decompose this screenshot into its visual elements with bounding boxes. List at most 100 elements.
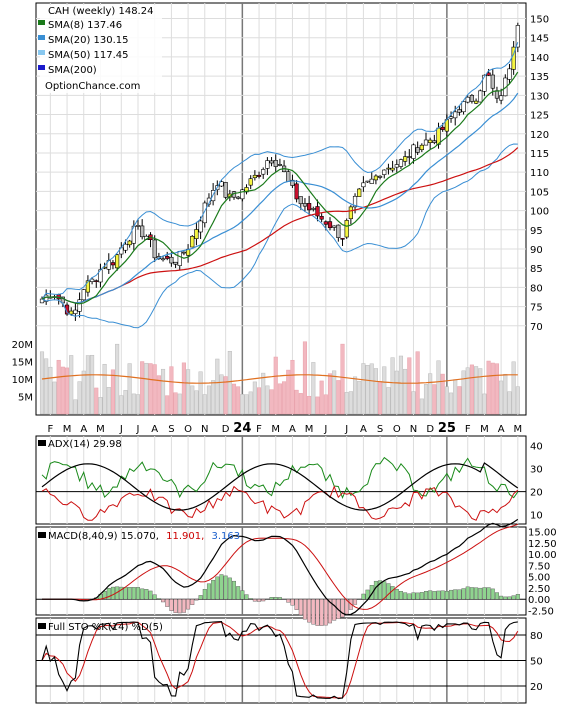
macd-histogram-bar — [328, 599, 333, 624]
macd-histogram-bar — [173, 599, 178, 613]
macd-tick-label: 15.00 — [528, 528, 557, 539]
volume-bar — [106, 387, 111, 415]
volume-bar — [265, 385, 270, 415]
candle-body — [507, 68, 512, 80]
legend-swatch-sma50 — [38, 50, 45, 55]
price-tick-label: 70 — [530, 322, 543, 333]
candle-body — [89, 278, 95, 282]
candle-body — [390, 167, 395, 171]
price-tick-label: 145 — [530, 34, 549, 45]
volume-bar — [190, 385, 195, 415]
macd-histogram-bar — [231, 580, 236, 600]
adx-label-swatch — [38, 440, 46, 446]
macd-histogram-bar — [215, 576, 220, 600]
macd-histogram-bar — [461, 588, 466, 600]
candle-body — [340, 237, 345, 240]
candle-body — [236, 196, 241, 199]
macd-histogram-bar — [169, 599, 174, 611]
macd-histogram-bar — [457, 589, 462, 600]
volume-bar — [131, 393, 136, 415]
x-tick-label: 25 — [438, 421, 456, 436]
candle-body — [499, 95, 504, 101]
volume-bar — [115, 343, 120, 415]
macd-histogram-bar — [102, 591, 107, 600]
volume-bar — [140, 361, 145, 415]
volume-bar — [202, 394, 207, 415]
macd-histogram-bar — [219, 574, 224, 600]
macd-panel-frame — [35, 526, 527, 616]
macd-histogram-bar — [198, 595, 203, 600]
volume-bar — [173, 392, 178, 415]
volume-bar — [181, 362, 186, 415]
x-tick-label: J — [119, 424, 123, 435]
candle-body — [265, 160, 270, 169]
volume-bar — [110, 369, 116, 415]
macd-histogram-bar — [403, 592, 408, 600]
volume-bar — [236, 386, 241, 415]
volume-bar — [428, 373, 433, 415]
adx-label-group: ADX(14) 29.98 — [38, 439, 122, 450]
macd-histogram-bar — [181, 599, 186, 613]
price-tick-label: 115 — [530, 149, 549, 160]
macd-histogram-bar — [190, 599, 195, 605]
adx-minus-di-line — [41, 485, 519, 521]
price-tick-label: 135 — [530, 72, 549, 83]
volume-bar — [52, 381, 57, 415]
macd-histogram-bar — [319, 599, 324, 626]
macd-label-group: MACD(8,40,9) 15.070, 11.901, 3.163 — [38, 531, 240, 542]
volume-bar — [398, 355, 404, 415]
volume-bar — [148, 363, 153, 415]
volume-bar — [69, 355, 74, 415]
adx-line — [41, 462, 519, 511]
volume-bar — [90, 354, 95, 415]
legend-swatch-sma20 — [38, 35, 45, 40]
volume-bar — [407, 357, 412, 415]
macd-line — [42, 518, 519, 616]
volume-bar — [457, 386, 462, 415]
x-tick-label: J — [323, 424, 327, 435]
candle-body — [169, 256, 174, 264]
volume-bar — [486, 360, 491, 415]
candle-body — [311, 208, 316, 210]
sto-tick-label: 50 — [530, 657, 543, 668]
volume-bar — [319, 380, 324, 415]
macd-histogram-bar — [298, 599, 303, 616]
candle-body — [294, 183, 299, 200]
macd-histogram-bar — [106, 588, 111, 600]
macd-histogram-bar — [449, 589, 454, 600]
candle-body — [423, 139, 429, 146]
macd-histogram-bar — [490, 588, 495, 600]
volume-bar — [64, 367, 70, 415]
volume-bar — [186, 369, 191, 415]
candle-body — [140, 225, 145, 238]
volume-bar — [73, 399, 78, 415]
x-tick-label: D — [426, 424, 434, 435]
volume-bar — [127, 363, 132, 415]
x-tick-label: 24 — [233, 421, 251, 436]
volume-bar — [240, 394, 245, 415]
candle-body — [515, 25, 520, 48]
volume-bar — [515, 386, 520, 415]
volume-bar — [478, 368, 483, 415]
macd-histogram-bar — [244, 594, 249, 600]
volume-bar — [461, 370, 466, 415]
volume-bar — [282, 381, 287, 415]
volume-bar — [194, 390, 199, 415]
macd-histogram-bar — [186, 599, 191, 610]
volume-bar — [94, 387, 99, 415]
macd-histogram-bar — [236, 586, 241, 600]
x-tick-label: O — [393, 424, 401, 435]
macd-histogram-bar — [307, 599, 312, 623]
x-tick-label: A — [151, 424, 158, 435]
x-tick-label: M — [271, 424, 280, 435]
macd-histogram-bar — [453, 589, 458, 600]
candle-body — [135, 225, 141, 227]
x-tick-label: S — [377, 424, 383, 435]
candle-body — [85, 280, 91, 293]
candle-body — [177, 250, 182, 266]
volume-bar — [169, 366, 174, 415]
volume-bar — [482, 393, 487, 415]
candle-body — [469, 95, 475, 102]
volume-tick-label: 5M — [18, 393, 33, 404]
candle-body — [190, 236, 195, 248]
